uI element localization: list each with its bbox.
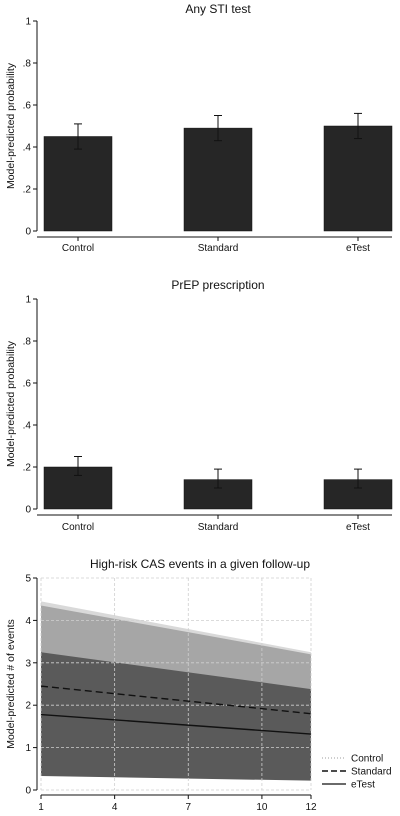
y-tick-label: 0	[25, 227, 31, 238]
y-tick-label: .8	[23, 59, 32, 70]
y-tick-label: 3	[25, 658, 31, 669]
bar	[43, 136, 113, 232]
chart-title: High-risk CAS events in a given follow-u…	[90, 557, 310, 571]
chart-title: PrEP prescription	[171, 278, 264, 292]
legend-label: Standard	[351, 767, 392, 778]
x-tick-label: eTest	[346, 522, 370, 533]
y-axis-label: Model-predicted # of events	[5, 619, 17, 749]
chart-title: Any STI test	[185, 2, 251, 16]
y-tick-label: 2	[25, 701, 31, 712]
y-tick-label: .2	[23, 463, 32, 474]
y-tick-label: .4	[23, 143, 32, 154]
line-chart: High-risk CAS events in a given follow-u…	[5, 557, 392, 813]
y-tick-label: .6	[23, 379, 32, 390]
y-axis-label: Model-predicted probability	[5, 340, 17, 467]
y-tick-label: .2	[23, 185, 32, 196]
x-tick-label: Standard	[198, 522, 239, 533]
y-tick-label: 1	[25, 17, 31, 28]
x-tick-label: Standard	[198, 243, 239, 254]
legend-label: Control	[351, 754, 383, 765]
x-tick-label: 10	[256, 802, 268, 813]
y-axis-label: Model-predicted probability	[5, 62, 17, 189]
x-tick-label: 7	[185, 802, 191, 813]
bar	[323, 125, 393, 232]
y-tick-label: 1	[25, 743, 31, 754]
x-tick-label: eTest	[346, 243, 370, 254]
y-tick-label: 5	[25, 574, 31, 585]
x-tick-label: 4	[112, 802, 118, 813]
confidence-band-etest	[41, 652, 311, 781]
legend-label: eTest	[351, 780, 375, 791]
y-tick-label: 4	[25, 616, 31, 627]
y-tick-label: .8	[23, 337, 32, 348]
x-tick-label: 1	[38, 802, 44, 813]
x-tick-label: 12	[305, 802, 317, 813]
series-line-standard	[40, 685, 312, 715]
x-tick-label: Control	[62, 243, 94, 254]
y-tick-label: .6	[23, 101, 32, 112]
legend: Control Standard eTest	[322, 754, 392, 791]
y-tick-label: 1	[25, 295, 31, 306]
bar-chart-1: PrEP prescription Model-predicted probabi…	[5, 278, 393, 533]
bar	[183, 127, 253, 232]
bar-chart-0: Any STI test Model-predicted probability 0…	[5, 2, 393, 254]
y-tick-label: 0	[25, 786, 31, 797]
y-tick-label: .4	[23, 421, 32, 432]
series-line-etest	[40, 713, 312, 735]
x-tick-label: Control	[62, 522, 94, 533]
y-tick-label: 0	[25, 505, 31, 516]
